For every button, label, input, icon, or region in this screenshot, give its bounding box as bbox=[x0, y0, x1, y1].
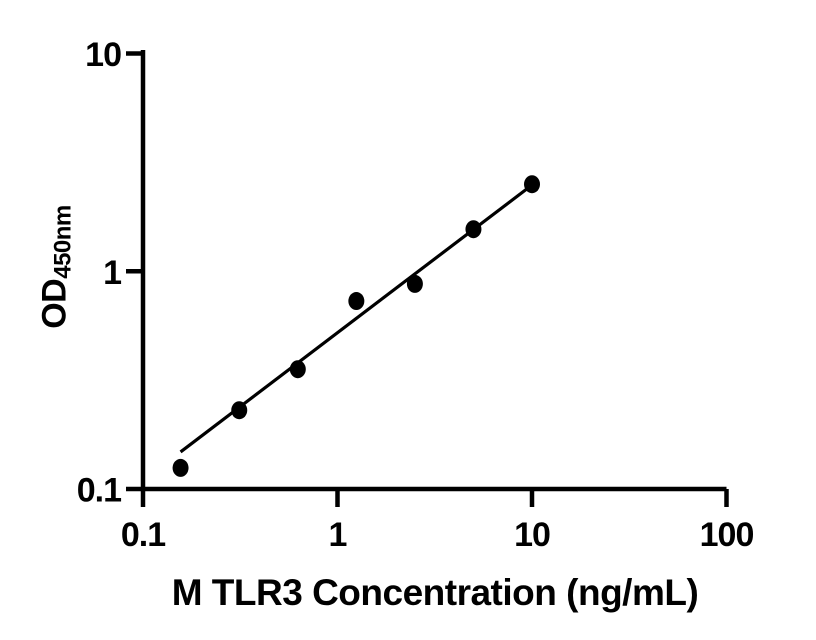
y-tick-label: 10 bbox=[85, 36, 121, 74]
x-tick-label: 0.1 bbox=[121, 516, 165, 554]
data-point bbox=[465, 220, 482, 239]
y-axis-title: OD450nm bbox=[35, 205, 77, 329]
data-point bbox=[231, 401, 248, 420]
x-tick-label: 100 bbox=[700, 516, 754, 554]
x-tick-label: 10 bbox=[514, 516, 550, 554]
y-axis-title-main: OD bbox=[35, 278, 74, 329]
data-point bbox=[289, 360, 306, 379]
data-point bbox=[406, 274, 423, 293]
y-axis-title-subscript: 450nm bbox=[49, 205, 77, 279]
data-point bbox=[348, 292, 365, 311]
y-tick-label: 1 bbox=[103, 254, 121, 292]
data-point bbox=[524, 175, 540, 194]
y-tick-label: 0.1 bbox=[77, 472, 121, 510]
axis-spines bbox=[140, 50, 727, 492]
data-point bbox=[172, 458, 189, 477]
x-tick-label: 1 bbox=[329, 516, 347, 554]
x-axis-title: M TLR3 Concentration (ng/mL) bbox=[171, 572, 699, 613]
